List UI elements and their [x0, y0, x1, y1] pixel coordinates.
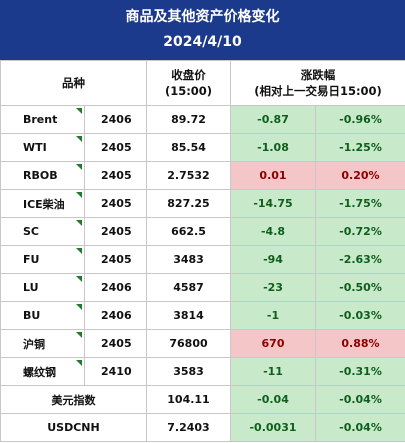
row-change-pct: -0.04%	[315, 385, 405, 414]
row-change-pct: -1.25%	[315, 133, 405, 162]
flag-marker	[76, 276, 82, 282]
row-close-price: 89.72	[146, 105, 231, 134]
row-contract: 2405	[84, 329, 147, 358]
row-name: BU	[0, 301, 85, 330]
row-name: WTI	[0, 133, 85, 162]
row-close-price: 662.5	[146, 217, 231, 246]
row-close-price: 104.11	[146, 385, 231, 414]
row-close-price: 827.25	[146, 189, 231, 218]
flag-marker	[76, 332, 82, 338]
table-row: BU 2406 3814 -1 -0.03%	[0, 301, 405, 330]
row-contract: 2406	[84, 105, 147, 134]
column-header-close-line1: 收盘价	[171, 68, 206, 82]
row-contract: 2405	[84, 161, 147, 190]
row-change: -0.87	[230, 105, 316, 134]
row-name: FU	[0, 245, 85, 274]
table-row: ICE柴油 2405 827.25 -14.75 -1.75%	[0, 189, 405, 218]
table-date: 2024/4/10	[163, 34, 242, 50]
row-change-pct: -0.96%	[315, 105, 405, 134]
flag-marker	[76, 304, 82, 310]
row-change: -94	[230, 245, 316, 274]
row-change: 0.01	[230, 161, 316, 190]
row-change-pct: -0.31%	[315, 357, 405, 386]
flag-marker	[76, 164, 82, 170]
row-name: 美元指数	[0, 385, 147, 414]
table-row: LU 2406 4587 -23 -0.50%	[0, 273, 405, 302]
column-header-change-line2: (相对上一交易日15:00)	[254, 84, 382, 98]
flag-marker	[76, 136, 82, 142]
column-header-close-line2: (15:00)	[164, 84, 213, 98]
row-close-price: 3583	[146, 357, 231, 386]
column-header-change: 涨跌幅 (相对上一交易日15:00)	[230, 60, 405, 106]
table-row: SC 2405 662.5 -4.8 -0.72%	[0, 217, 405, 246]
row-contract: 2410	[84, 357, 147, 386]
row-change: -4.8	[230, 217, 316, 246]
row-close-price: 2.7532	[146, 161, 231, 190]
table-row: WTI 2405 85.54 -1.08 -1.25%	[0, 133, 405, 162]
row-close-price: 4587	[146, 273, 231, 302]
flag-marker	[76, 192, 82, 198]
table-row: 沪铜 2405 76800 670 0.88%	[0, 329, 405, 358]
row-close-price: 76800	[146, 329, 231, 358]
row-change-pct: -0.03%	[315, 301, 405, 330]
row-close-price: 7.2403	[146, 413, 231, 442]
row-change: 670	[230, 329, 316, 358]
row-change-pct: 0.20%	[315, 161, 405, 190]
row-contract: 2406	[84, 301, 147, 330]
flag-marker	[76, 220, 82, 226]
flag-marker	[76, 248, 82, 254]
row-name: SC	[0, 217, 85, 246]
row-change: -0.04	[230, 385, 316, 414]
row-close-price: 85.54	[146, 133, 231, 162]
table-row: FU 2405 3483 -94 -2.63%	[0, 245, 405, 274]
row-change-pct: -0.50%	[315, 273, 405, 302]
row-change: -1.08	[230, 133, 316, 162]
row-change: -0.0031	[230, 413, 316, 442]
row-change-pct: 0.88%	[315, 329, 405, 358]
row-contract: 2406	[84, 273, 147, 302]
table-row: 美元指数 104.11 -0.04 -0.04%	[0, 385, 405, 414]
row-change-pct: -2.63%	[315, 245, 405, 274]
table-row: RBOB 2405 2.7532 0.01 0.20%	[0, 161, 405, 190]
table-row: 螺纹钢 2410 3583 -11 -0.31%	[0, 357, 405, 386]
row-change-pct: -1.75%	[315, 189, 405, 218]
row-close-price: 3814	[146, 301, 231, 330]
row-contract: 2405	[84, 189, 147, 218]
row-change-pct: -0.72%	[315, 217, 405, 246]
row-name: Brent	[0, 105, 85, 134]
table-row: Brent 2406 89.72 -0.87 -0.96%	[0, 105, 405, 134]
column-header-row: 品种 收盘价 (15:00) 涨跌幅 (相对上一交易日15:00)	[0, 60, 405, 106]
column-header-variety: 品种	[0, 60, 147, 106]
column-header-change-line1: 涨跌幅	[300, 68, 336, 82]
row-contract: 2405	[84, 133, 147, 162]
row-name: 沪铜	[0, 329, 85, 358]
price-change-table: 品种 收盘价 (15:00) 涨跌幅 (相对上一交易日15:00) Brent 2…	[0, 60, 405, 442]
row-change: -14.75	[230, 189, 316, 218]
flag-marker	[76, 360, 82, 366]
row-close-price: 3483	[146, 245, 231, 274]
row-contract: 2405	[84, 217, 147, 246]
column-header-close: 收盘价 (15:00)	[146, 60, 231, 106]
table-title: 商品及其他资产价格变化	[125, 9, 280, 25]
row-name: 螺纹钢	[0, 357, 85, 386]
row-change: -11	[230, 357, 316, 386]
row-name: LU	[0, 273, 85, 302]
row-name: USDCNH	[0, 413, 147, 442]
table-body: Brent 2406 89.72 -0.87 -0.96% WTI 2405 85.54 -1.…	[0, 105, 405, 442]
table-row: USDCNH 7.2403 -0.0031 -0.04%	[0, 413, 405, 442]
row-contract: 2405	[84, 245, 147, 274]
row-change-pct: -0.04%	[315, 413, 405, 442]
row-change: -23	[230, 273, 316, 302]
flag-marker	[76, 108, 82, 114]
row-change: -1	[230, 301, 316, 330]
row-name: ICE柴油	[0, 189, 85, 218]
table-header-banner: 商品及其他资产价格变化 2024/4/10	[0, 0, 405, 60]
row-name: RBOB	[0, 161, 85, 190]
